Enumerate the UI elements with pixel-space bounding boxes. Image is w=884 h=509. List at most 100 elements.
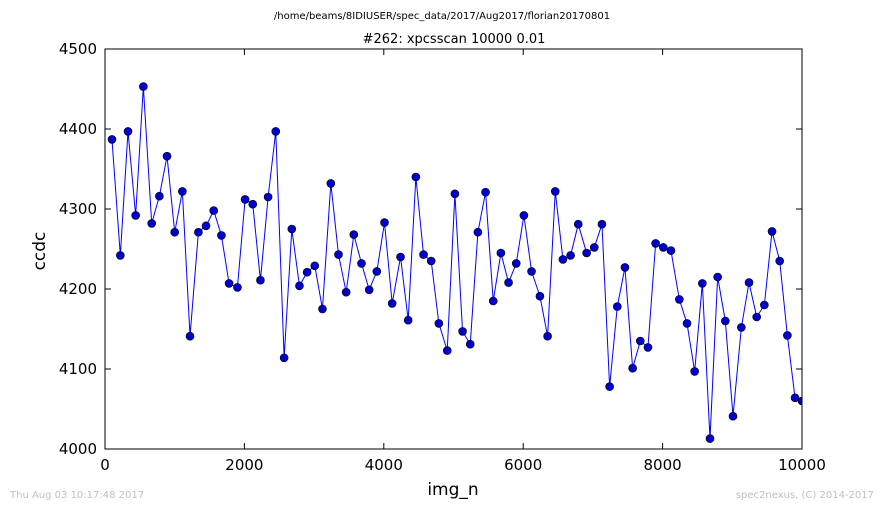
- x-tick-label: 4000: [365, 456, 403, 474]
- y-tick-label: 4300: [59, 200, 97, 218]
- data-path-title: /home/beams/8IDIUSER/spec_data/2017/Aug2…: [274, 11, 610, 22]
- data-point: [155, 191, 164, 201]
- data-point: [450, 189, 460, 199]
- x-tick-label: 6000: [504, 456, 542, 474]
- series-line: [111, 86, 802, 439]
- data-point: [217, 231, 226, 240]
- data-point: [496, 248, 506, 258]
- data-point: [760, 300, 769, 310]
- data-point: [387, 299, 397, 308]
- data-point: [767, 227, 777, 236]
- data-point: [635, 336, 645, 346]
- footer-credit: spec2nexus, (C) 2014-2017: [736, 490, 874, 501]
- data-point: [279, 353, 289, 363]
- x-tick-label: 0: [100, 456, 110, 474]
- data-point: [334, 250, 343, 259]
- y-tick-label: 4100: [59, 360, 97, 378]
- y-tick-label: 4400: [59, 120, 97, 138]
- data-point: [256, 275, 265, 285]
- data-point: [682, 319, 692, 328]
- data-point: [481, 187, 490, 197]
- footer-timestamp: Thu Aug 03 10:17:48 2017: [9, 490, 144, 501]
- data-point: [651, 239, 660, 248]
- data-point: [589, 243, 599, 252]
- data-point: [442, 346, 452, 355]
- data-point: [302, 267, 312, 277]
- data-point: [713, 272, 722, 282]
- data-point: [558, 255, 568, 264]
- x-tick-label: 8000: [644, 456, 682, 474]
- data-point: [566, 251, 575, 260]
- data-point: [170, 227, 179, 237]
- data-point: [116, 251, 125, 260]
- data-point: [737, 323, 746, 332]
- data-point: [271, 127, 281, 136]
- data-point: [519, 211, 529, 220]
- data-point: [139, 82, 148, 91]
- data-point: [605, 382, 614, 391]
- data-point: [364, 285, 374, 295]
- data-point: [426, 256, 436, 266]
- data-point: [123, 127, 133, 136]
- data-point: [372, 267, 382, 276]
- data-point: [403, 315, 413, 325]
- data-point: [550, 187, 560, 196]
- data-point: [798, 396, 802, 406]
- data-point: [185, 331, 195, 341]
- data-point: [326, 179, 336, 188]
- data-point: [690, 367, 699, 376]
- data-point: [705, 434, 715, 443]
- data-point: [790, 393, 800, 403]
- data-point: [357, 259, 366, 268]
- data-point: [488, 296, 498, 306]
- y-tick-label: 4200: [59, 280, 97, 298]
- data-point: [248, 199, 258, 209]
- data-point: [318, 304, 327, 314]
- data-point: [728, 411, 738, 421]
- data-point: [380, 218, 389, 227]
- data-point: [341, 287, 351, 297]
- data-point: [783, 331, 792, 340]
- y-tick-label: 4500: [59, 40, 97, 58]
- data-point: [698, 279, 707, 288]
- data-point: [201, 221, 211, 231]
- x-tick-label: 10000: [778, 456, 826, 474]
- data-point: [675, 295, 684, 304]
- data-point: [396, 252, 405, 262]
- data-point: [620, 263, 630, 272]
- data-point: [504, 278, 513, 287]
- data-point: [194, 227, 203, 237]
- data-point: [178, 187, 187, 196]
- data-point: [643, 343, 653, 352]
- data-point: [295, 281, 304, 291]
- data-point: [147, 219, 156, 228]
- data-point: [465, 339, 475, 349]
- data-point: [658, 243, 668, 252]
- data-point: [349, 230, 359, 239]
- data-point: [543, 331, 552, 341]
- data-point: [527, 267, 536, 276]
- data-point: [209, 206, 219, 215]
- data-point: [721, 316, 730, 326]
- data-point: [434, 319, 444, 328]
- data-point: [458, 327, 467, 336]
- data-point: [411, 172, 421, 182]
- data-point: [775, 256, 785, 266]
- data-point: [162, 151, 172, 161]
- data-point: [233, 283, 242, 292]
- data-point: [131, 211, 140, 220]
- x-tick-label: 2000: [225, 456, 263, 474]
- data-point: [511, 259, 521, 268]
- data-point: [473, 227, 483, 237]
- data-point: [573, 219, 583, 229]
- data-point: [628, 363, 637, 373]
- data-point: [597, 219, 607, 229]
- x-axis-label: img_n: [427, 480, 478, 500]
- y-axis-label: ccdc: [30, 232, 50, 271]
- data-point: [107, 135, 117, 144]
- series-layer: [107, 82, 802, 443]
- data-point: [612, 302, 622, 311]
- plot-title: #262: xpcsscan 10000 0.01: [363, 32, 546, 47]
- data-point: [240, 195, 250, 204]
